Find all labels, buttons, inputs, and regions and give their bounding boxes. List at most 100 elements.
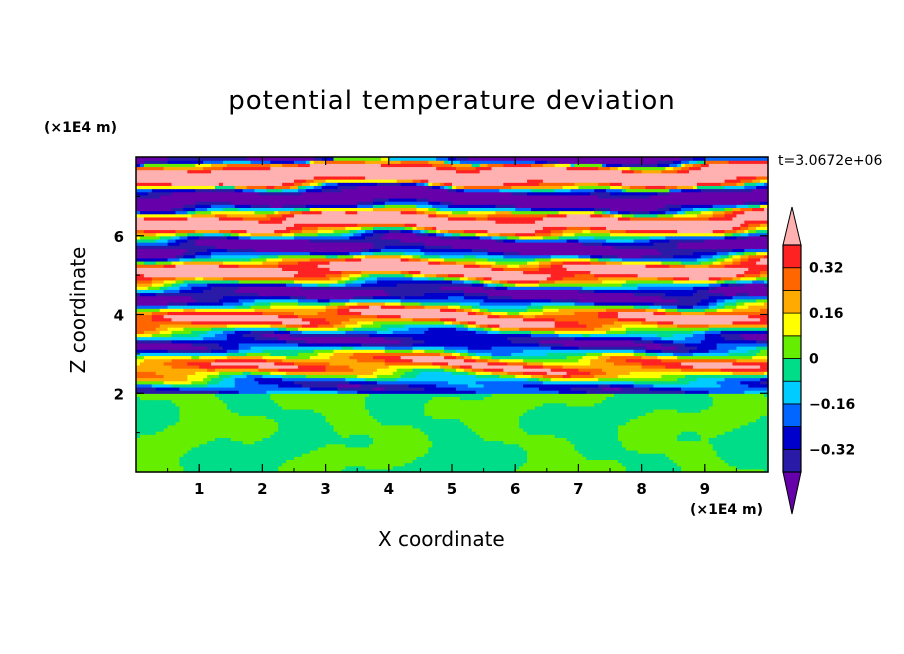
heatmap-cell — [388, 431, 394, 435]
heatmap-cell — [321, 459, 327, 464]
heatmap-cell — [341, 437, 346, 442]
heatmap-cell — [428, 468, 433, 473]
heatmap-cell — [665, 418, 670, 423]
heatmap-cell — [590, 456, 595, 460]
heatmap-cell — [633, 437, 639, 442]
heatmap-cell — [266, 434, 271, 438]
heatmap-cell — [712, 462, 718, 467]
heatmap-cell — [203, 462, 208, 467]
heatmap-cell — [637, 409, 643, 413]
heatmap-cell — [661, 427, 666, 432]
heatmap-cell — [325, 434, 331, 438]
heatmap-cell — [163, 405, 169, 410]
heatmap-cell — [218, 424, 224, 429]
heatmap-cell — [736, 456, 741, 460]
heatmap-cell — [455, 418, 461, 423]
heatmap-cell — [234, 440, 240, 445]
heatmap-cell — [463, 421, 469, 426]
heatmap-cell — [345, 418, 350, 423]
heatmap-cell — [736, 468, 741, 473]
heatmap-cell — [163, 412, 169, 416]
heatmap-cell — [724, 443, 730, 448]
heatmap-cell — [317, 456, 323, 460]
heatmap-cell — [554, 415, 560, 420]
heatmap-cell — [163, 456, 169, 460]
heatmap-cell — [499, 434, 504, 438]
heatmap-cell — [159, 465, 165, 470]
heatmap-cell — [136, 409, 141, 413]
heatmap-cell — [139, 437, 145, 442]
heatmap-cell — [661, 409, 666, 413]
heatmap-cell — [617, 459, 623, 464]
heatmap-cell — [301, 427, 307, 432]
heatmap-cell — [515, 434, 520, 438]
heatmap-cell — [294, 415, 299, 420]
heatmap-cell — [483, 412, 489, 416]
heatmap-cell — [222, 440, 228, 445]
heatmap-cell — [345, 421, 350, 426]
heatmap-cell — [357, 409, 362, 413]
heatmap-cell — [578, 453, 583, 457]
heatmap-cell — [313, 462, 319, 467]
heatmap-cell — [238, 462, 244, 467]
heatmap-cell — [361, 468, 366, 473]
heatmap-cell — [610, 415, 615, 420]
heatmap-cell — [479, 456, 485, 460]
heatmap-cell — [365, 424, 370, 429]
heatmap-cell — [649, 421, 655, 426]
heatmap-cell — [373, 437, 378, 442]
heatmap-cell — [483, 437, 489, 442]
heatmap-cell — [179, 449, 184, 454]
heatmap-cell — [507, 440, 512, 445]
heatmap-cell — [724, 434, 730, 438]
heatmap-cell — [602, 431, 607, 435]
heatmap-cell — [278, 434, 283, 438]
heatmap-cell — [590, 440, 595, 445]
heatmap-cell — [412, 415, 418, 420]
heatmap-cell — [704, 418, 710, 423]
heatmap-cell — [633, 440, 639, 445]
heatmap-cell — [262, 415, 267, 420]
heatmap-cell — [574, 427, 579, 432]
heatmap-cell — [459, 443, 465, 448]
heatmap-cell — [736, 418, 741, 423]
heatmap-cell — [392, 437, 398, 442]
heatmap-cell — [301, 446, 307, 451]
heatmap-cell — [218, 446, 224, 451]
heatmap-cell — [167, 415, 173, 420]
heatmap-cell — [689, 424, 694, 429]
heatmap-cell — [558, 468, 564, 473]
heatmap-cell — [692, 440, 698, 445]
heatmap-cell — [574, 456, 579, 460]
heatmap-cell — [681, 421, 686, 426]
heatmap-cell — [613, 412, 619, 416]
heatmap-cell — [732, 440, 737, 445]
heatmap-cell — [297, 418, 303, 423]
heatmap-cell — [357, 415, 362, 420]
heatmap-cell — [625, 421, 631, 426]
heatmap-cell — [321, 418, 327, 423]
heatmap-cell — [756, 409, 761, 413]
heatmap-cell — [637, 459, 643, 464]
heatmap-cell — [633, 427, 639, 432]
heatmap-cell — [226, 468, 232, 473]
heatmap-cell — [491, 412, 497, 416]
heatmap-cell — [606, 421, 611, 426]
heatmap-cell — [353, 440, 358, 445]
heatmap-cell — [361, 424, 366, 429]
heatmap-cell — [282, 418, 287, 423]
heatmap-cell — [376, 437, 382, 442]
heatmap-cell — [550, 462, 556, 467]
heatmap-cell — [716, 421, 722, 426]
heatmap-cell — [143, 434, 149, 438]
heatmap-cell — [333, 453, 339, 457]
heatmap-cell — [432, 418, 437, 423]
heatmap-cell — [396, 456, 402, 460]
heatmap-cell — [218, 456, 224, 460]
heatmap-cell — [633, 446, 639, 451]
heatmap-cell — [301, 421, 307, 426]
heatmap-cell — [685, 465, 690, 470]
heatmap-cell — [333, 412, 339, 416]
heatmap-cell — [159, 443, 165, 448]
heatmap-cell — [357, 453, 362, 457]
